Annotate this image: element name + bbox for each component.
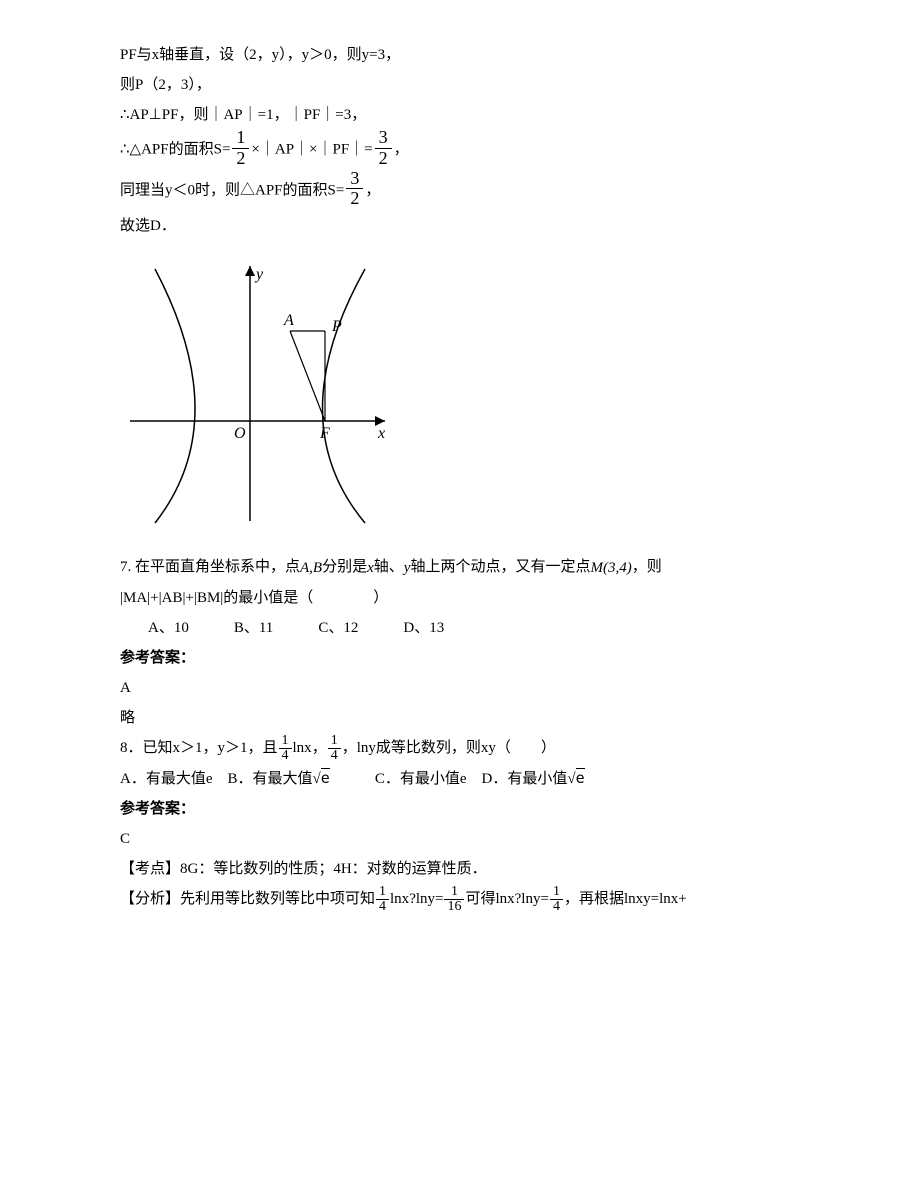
option-c: C、12	[318, 620, 358, 636]
solution-line: ∴△APF的面积S=12×｜AP｜×｜PF｜=32，	[120, 130, 805, 171]
point-p-label: P	[331, 318, 342, 335]
sqrt-icon: √	[567, 771, 575, 787]
question-7-text2: |MA|+|AB|+|BM|的最小值是（ ）	[120, 583, 805, 614]
note-7: 略	[120, 703, 805, 733]
text: 轴上两个动点，又有一定点	[410, 559, 590, 575]
text: 同理当y＜0时，则△APF的面积S=	[120, 182, 344, 198]
reference-answer-label: 参考答案：	[120, 643, 805, 673]
text: 【分析】先利用等比数列等比中项可知	[120, 891, 375, 907]
x-axis-label: x	[377, 425, 385, 442]
sqrt-arg: e	[576, 768, 585, 787]
reference-answer-label: 参考答案：	[120, 794, 805, 824]
point-a-label: A	[283, 312, 294, 329]
solution-line: 则P（2，3），	[120, 70, 805, 100]
text: ×｜AP｜×｜PF｜=	[251, 142, 372, 158]
solution-line: PF与x轴垂直，设（2，y），y＞0，则y=3，	[120, 40, 805, 70]
question-7-options: A、10 B、11 C、12 D、13	[120, 613, 805, 643]
text: ，	[394, 142, 409, 158]
answer-7: A	[120, 673, 805, 703]
text: ，	[365, 182, 380, 198]
fraction: 14	[328, 734, 341, 763]
option-d: D、13	[403, 620, 444, 636]
denominator: 4	[550, 900, 563, 914]
origin-label: O	[234, 425, 246, 442]
text: ，lny成等比数列，则xy（ ）	[342, 740, 556, 756]
var-ab: A,B	[300, 553, 322, 583]
text: 分别是	[322, 559, 367, 575]
solution-line: ∴AP⊥PF，则｜AP｜=1，｜PF｜=3，	[120, 100, 805, 130]
y-axis-label: y	[254, 266, 264, 283]
fraction: 32	[375, 128, 392, 169]
denominator: 2	[346, 189, 363, 209]
option-a: A．有最大值e	[120, 771, 213, 787]
graph-svg: y x O A P F	[120, 251, 400, 531]
solution-line: 故选D．	[120, 211, 805, 241]
solution-line: 同理当y＜0时，则△APF的面积S=32，	[120, 171, 805, 212]
option-b: B．有最大值√e	[228, 771, 330, 787]
hyperbola-graph: y x O A P F	[120, 251, 805, 542]
comma: ，	[312, 740, 327, 756]
var-x: x	[367, 553, 374, 583]
denominator: 2	[232, 149, 249, 169]
text: ，再根据lnxy=lnx+	[564, 891, 687, 907]
numerator: 1	[550, 885, 563, 900]
fraction: 14	[376, 885, 389, 914]
fraction: 14	[550, 885, 563, 914]
option-b: B、11	[234, 620, 273, 636]
text: 轴、	[374, 559, 404, 575]
numerator: 1	[232, 128, 249, 149]
denominator: 2	[375, 149, 392, 169]
option-c: C．有最小值e	[375, 771, 467, 787]
denominator: 4	[279, 749, 292, 763]
text: 的最小值是（ ）	[223, 590, 388, 606]
lnx: lnx	[293, 740, 312, 756]
fraction: 116	[444, 885, 464, 914]
denominator: 16	[444, 900, 464, 914]
numerator: 1	[376, 885, 389, 900]
sqrt-icon: √	[313, 771, 321, 787]
question-8-text: 8．已知x＞1，y＞1，且14lnx，14，lny成等比数列，则xy（ ）	[120, 733, 805, 763]
fenxi-8: 【分析】先利用等比数列等比中项可知14lnx?lny=116可得lnx?lny=…	[120, 884, 805, 914]
numerator: 1	[328, 734, 341, 749]
numerator: 1	[279, 734, 292, 749]
denominator: 4	[328, 749, 341, 763]
point-m: M(3,4)	[590, 553, 631, 583]
fraction: 14	[279, 734, 292, 763]
denominator: 4	[376, 900, 389, 914]
text: ∴△APF的面积S=	[120, 142, 230, 158]
point-f-label: F	[319, 425, 330, 442]
expression: |MA|+|AB|+|BM|	[120, 583, 223, 613]
text: 7. 在平面直角坐标系中，点	[120, 559, 300, 575]
numerator: 3	[375, 128, 392, 149]
answer-8: C	[120, 824, 805, 854]
option-a: A、10	[148, 620, 189, 636]
numerator: 1	[444, 885, 464, 900]
fraction: 32	[346, 169, 363, 210]
question-8-options: A．有最大值e B．有最大值√e C．有最小值e D．有最小值√e	[120, 763, 805, 794]
lnx: lnx	[390, 891, 409, 907]
text: 可得lnx?lny=	[465, 891, 548, 907]
sqrt-arg: e	[321, 768, 330, 787]
question-7-text: 7. 在平面直角坐标系中，点A,B分别是x轴、y轴上两个动点，又有一定点M(3,…	[120, 552, 805, 583]
text: 8．已知x＞1，y＞1，且	[120, 740, 278, 756]
kaodian-8: 【考点】8G：等比数列的性质；4H：对数的运算性质．	[120, 854, 805, 884]
option-d: D．有最小值√e	[482, 771, 585, 787]
text: ?lny=	[409, 891, 443, 907]
text: ，则	[632, 559, 662, 575]
fraction: 12	[232, 128, 249, 169]
numerator: 3	[346, 169, 363, 190]
